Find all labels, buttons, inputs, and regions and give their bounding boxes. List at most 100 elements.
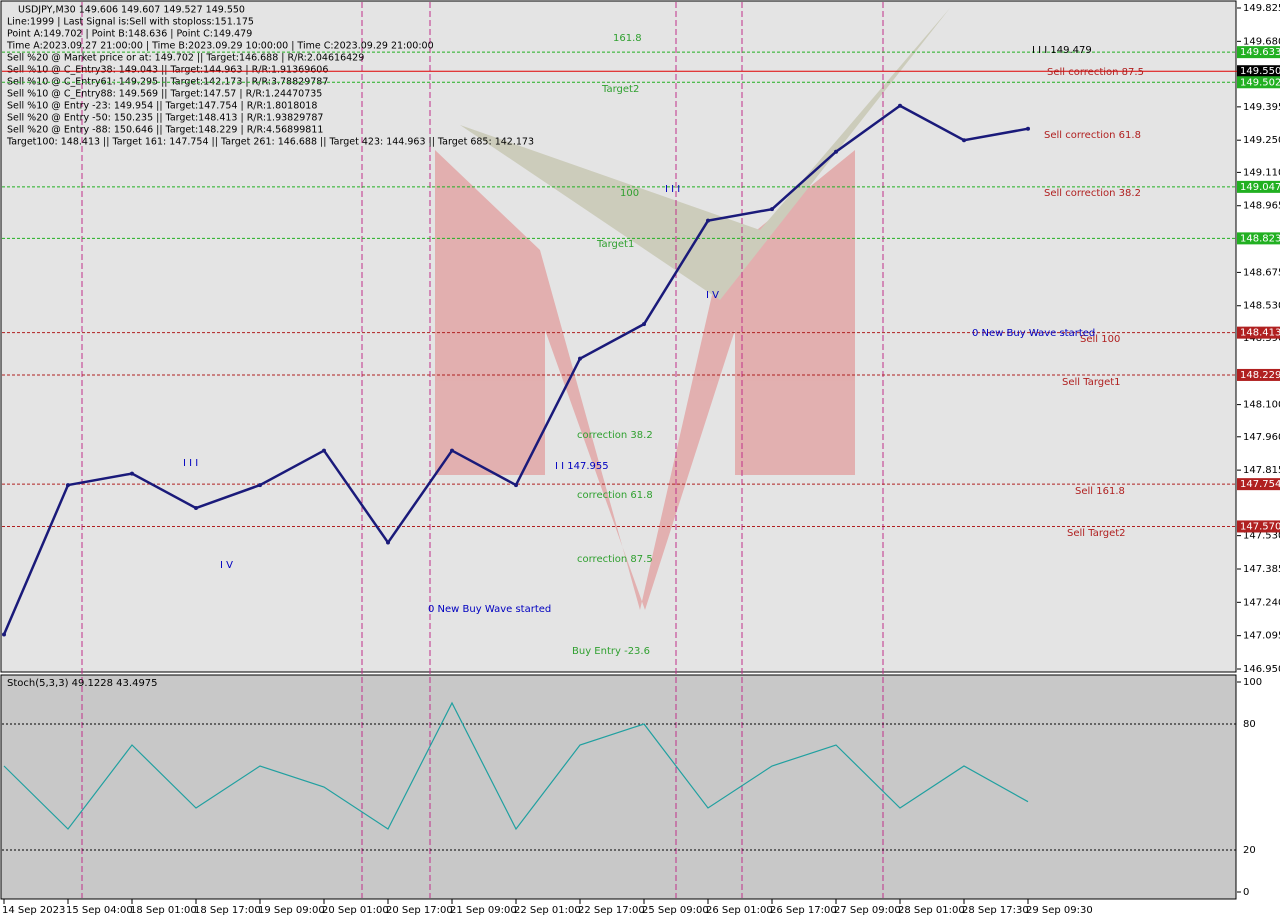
stoch-title: Stoch(5,3,3) 49.1228 43.4975 [7,678,158,689]
watermark-logo [435,8,950,610]
price-point [450,448,454,453]
price-point [1026,126,1030,131]
price-point [322,448,326,453]
y-tick-label: 149.110 [1243,167,1280,178]
annotation: I I I [665,184,680,195]
x-tick-label: 14 Sep 2023 [2,905,65,916]
level-label: 149.633 [1240,47,1280,58]
stoch-panel [0,674,1237,900]
y-tick-label: 149.825 [1243,3,1280,14]
date-lines [81,2,884,898]
x-tick-label: 19 Sep 09:00 [258,905,325,916]
x-tick-label: 20 Sep 17:00 [386,905,453,916]
y-tick-label: 147.095 [1243,631,1280,642]
price-point [706,218,710,223]
level-box [1237,368,1280,381]
header-line: Sell %10 @ Entry -23: 149.954 || Target:… [7,101,317,112]
level-box [1237,478,1280,491]
price-point [258,483,262,488]
header-line: Target100: 148.413 || Target 161: 147.75… [6,137,534,148]
level-label: 147.570 [1240,521,1280,532]
level-label: 147.754 [1240,479,1280,490]
annotation: I I I [183,458,198,469]
annotation: Sell correction 87.5 [1047,67,1144,78]
level-box [1237,326,1280,339]
level-box [1237,520,1280,533]
level-label: 149.550 [1240,66,1280,77]
y-tick-label: 148.675 [1243,267,1280,278]
level-box [1237,65,1280,78]
x-tick-label: 25 Sep 09:00 [642,905,709,916]
level-box [1237,76,1280,89]
y-tick-label: 147.240 [1243,597,1280,608]
header-line: Point A:149.702 | Point B:148.636 | Poin… [7,29,252,40]
price-point [834,149,838,154]
annotation: Sell correction 61.8 [1044,130,1141,141]
annotation: I V [706,290,719,301]
y-tick-label: 149.250 [1243,135,1280,146]
stoch-tick-label: 100 [1243,677,1262,688]
x-tick-label: 29 Sep 09:30 [1026,905,1093,916]
x-tick-label: 26 Sep 17:00 [770,905,837,916]
header-line: Line:1999 | Last Signal is:Sell with sto… [7,17,254,28]
y-tick-label: 147.815 [1243,465,1280,476]
header-line: Time A:2023.09.27 21:00:00 | Time B:2023… [6,41,434,52]
x-tick-label: 28 Sep 01:00 [898,905,965,916]
annotation: 0 New Buy Wave started [972,328,1095,339]
price-point [130,471,134,476]
y-tick-label: 149.395 [1243,102,1280,113]
x-tick-label: 26 Sep 01:00 [706,905,773,916]
level-label: 149.502 [1240,77,1280,88]
logo-arrow [460,8,950,300]
annotation: Target1 [596,239,634,250]
y-tick-label: 148.100 [1243,400,1280,411]
price-point [386,540,390,545]
price-point [962,138,966,143]
y-tick-label: 147.385 [1243,564,1280,575]
y-tick-label: 147.960 [1243,432,1280,443]
annotation: Sell Target1 [1062,377,1121,388]
x-tick-label: 20 Sep 01:00 [322,905,389,916]
annotation: I V [220,560,233,571]
level-box [1237,232,1280,245]
x-tick-label: 27 Sep 09:00 [834,905,901,916]
y-tick-label: 148.965 [1243,201,1280,212]
stoch-tick-label: 80 [1243,719,1256,730]
price-point [194,506,198,511]
level-label: 149.047 [1240,182,1280,193]
logo-m [435,150,855,610]
annotation: Sell 100 [1080,334,1120,345]
header-line: Sell %10 @ C_Entry38: 149.043 || Target:… [7,65,328,76]
annotation: I I I 149.479 [1032,45,1092,56]
price-point [66,483,70,488]
header-line: Sell %20 @ Market price or at: 149.702 |… [7,53,364,64]
x-tick-label: 15 Sep 04:00 [66,905,133,916]
level-label: 148.413 [1240,328,1280,339]
price-point [578,356,582,361]
annotation: 100 [620,188,639,199]
price-point [898,103,902,108]
x-tick-label: 18 Sep 01:00 [130,905,197,916]
annotation: 0 New Buy Wave started [428,604,551,615]
annotation: correction 61.8 [577,490,653,501]
y-tick-label: 149.680 [1243,36,1280,47]
price-point [770,207,774,212]
annotation: I I 147.955 [555,461,609,472]
header-line: USDJPY,M30 149.606 149.607 149.527 149.5… [18,5,245,16]
price-point [642,322,646,327]
x-tick-label: 18 Sep 17:00 [194,905,261,916]
stoch-line [3,701,1029,831]
level-box [1237,180,1280,193]
price-point [2,632,6,637]
annotation: Target2 [601,84,639,95]
x-tick-label: 21 Sep 09:00 [450,905,517,916]
annotation: Sell Target2 [1067,528,1126,539]
price-point [514,483,518,488]
level-label: 148.229 [1240,370,1280,381]
header-line: Sell %20 @ Entry -50: 150.235 || Target:… [7,113,323,124]
y-tick-label: 147.530 [1243,531,1280,542]
stoch-tick-label: 20 [1243,845,1256,856]
header-line: Sell %20 @ Entry -88: 150.646 || Target:… [7,125,323,136]
x-tick-label: 28 Sep 17:30 [962,905,1029,916]
